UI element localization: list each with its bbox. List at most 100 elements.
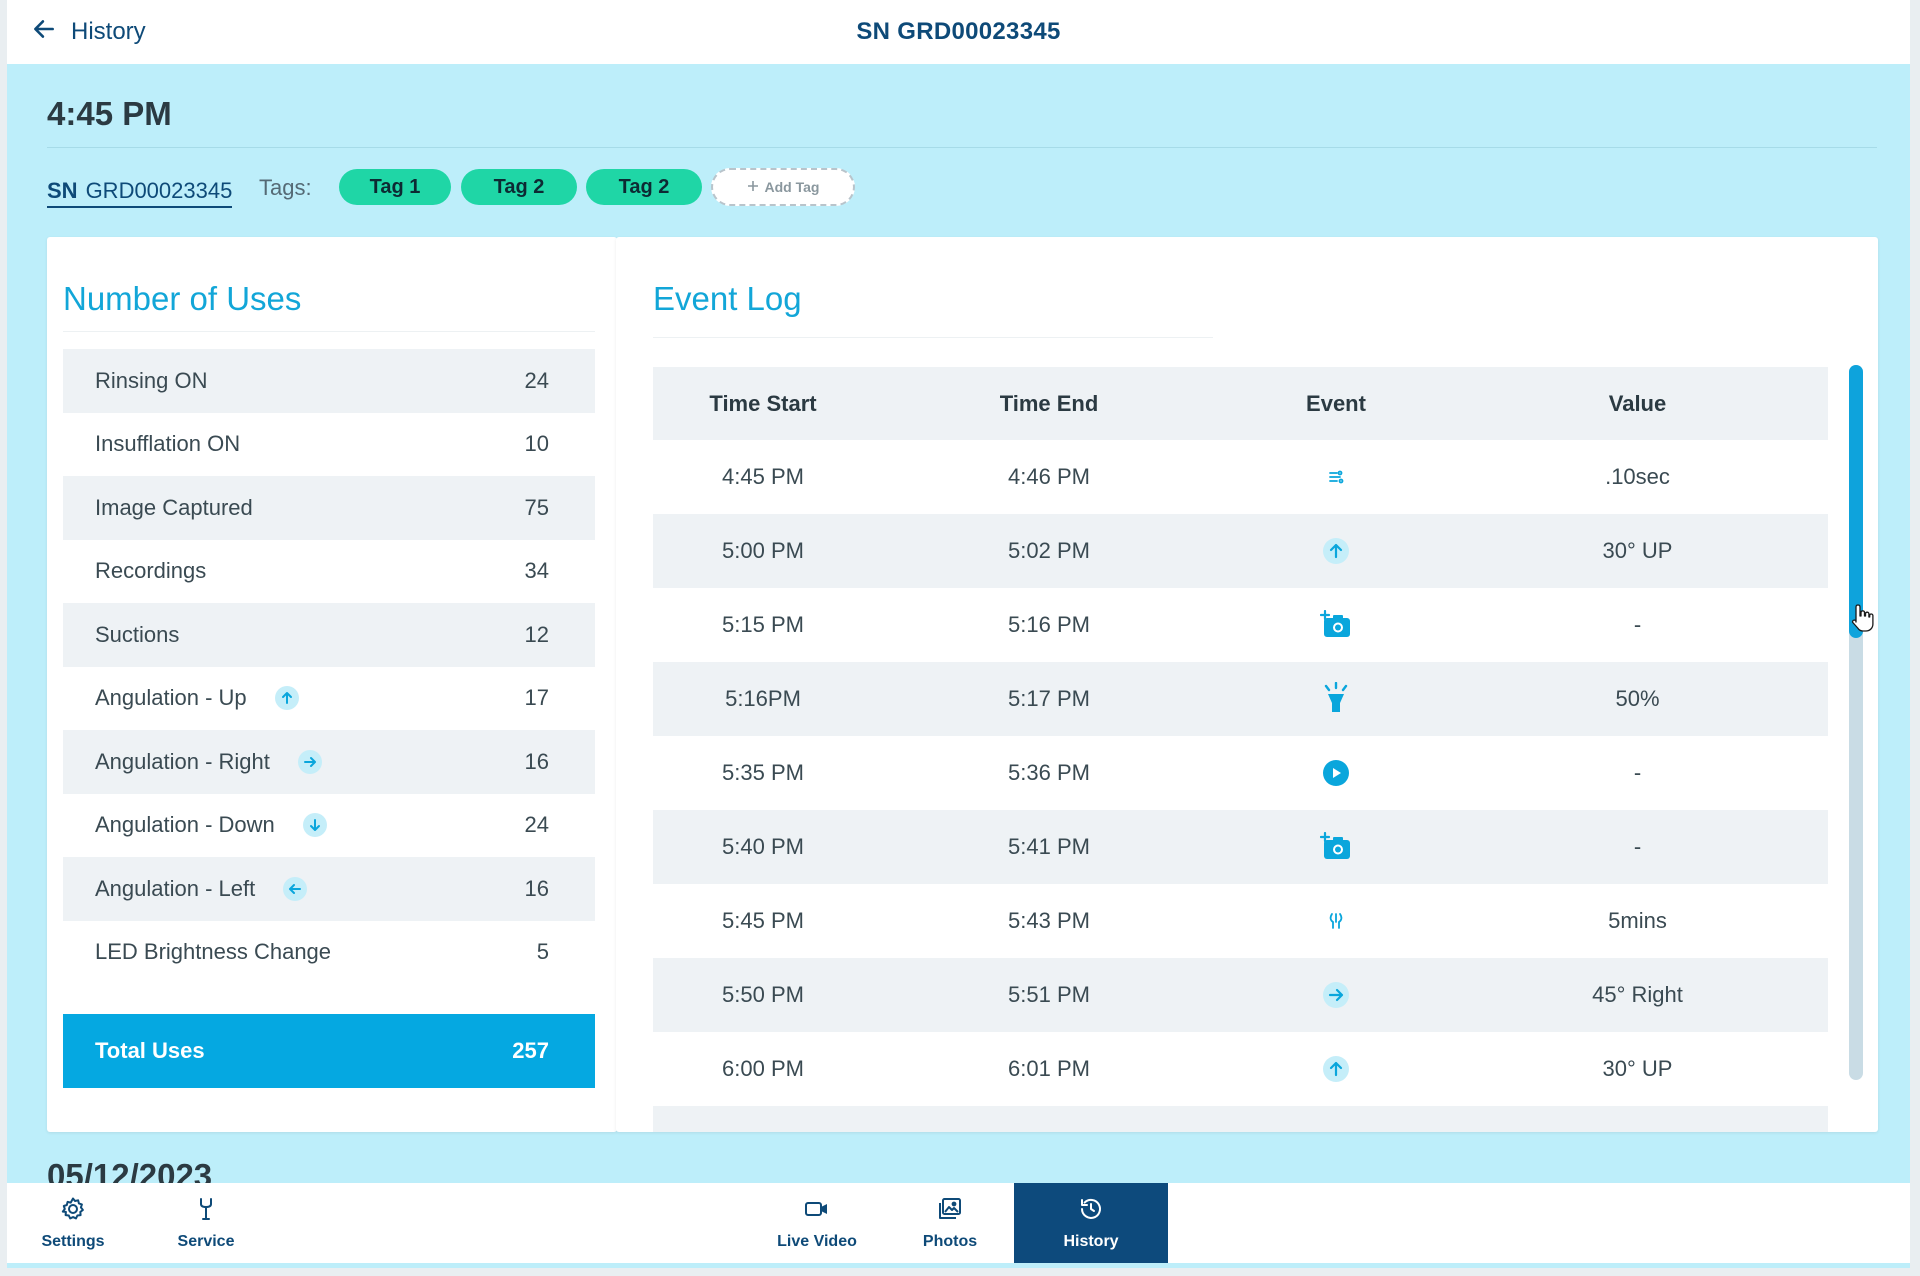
nav-history[interactable]: History (1014, 1183, 1168, 1263)
use-count: 16 (524, 748, 549, 774)
camera-add-icon (1225, 832, 1447, 862)
value-cell: - (1633, 760, 1642, 785)
list-item: Image Captured 75 (63, 476, 595, 540)
camera-add-icon (1225, 610, 1447, 640)
time-end-cell: 5:36 PM (1008, 760, 1090, 785)
time-start-cell: 6:00 PM (722, 1056, 804, 1081)
list-item: Insufflation ON 10 (63, 413, 595, 477)
event-table: Time Start Time End Event Value 4:45 PM … (653, 367, 1828, 1132)
total-uses-row: Total Uses 257 (63, 1014, 595, 1088)
tags-label: Tags: (259, 175, 312, 200)
arrow-left-icon (31, 16, 57, 49)
use-label-wrap: Angulation - Right (95, 749, 322, 775)
tag-chip[interactable]: Tag 2 (586, 169, 702, 205)
title-divider (63, 331, 595, 332)
table-body: 4:45 PM 4:46 PM .10sec 5:00 PM 5:02 PM 3… (653, 440, 1828, 1132)
use-label: Suctions (95, 621, 180, 647)
photos-icon (937, 1196, 963, 1227)
use-label-wrap: Angulation - Down (95, 812, 327, 838)
use-count: 5 (536, 939, 549, 965)
total-value: 257 (512, 1038, 549, 1063)
top-bar: History SN GRD00023345 (7, 0, 1910, 64)
time-end-cell: 5:16 PM (1008, 612, 1090, 637)
column-header: Value (1608, 390, 1667, 416)
history-icon (1078, 1196, 1104, 1227)
nav-settings[interactable]: Settings (13, 1183, 133, 1263)
value-cell: 50% (1615, 686, 1660, 711)
event-log-scrollbar[interactable] (1849, 365, 1863, 1080)
list-item: Angulation - Right 16 (63, 730, 595, 794)
suction-icon (1225, 912, 1447, 930)
table-row[interactable]: 5:45 PM 5:43 PM 5mins (653, 884, 1828, 958)
use-count: 34 (524, 558, 549, 584)
list-item: Angulation - Up 17 (63, 667, 595, 731)
back-label: History (71, 18, 146, 45)
serial-number-link[interactable]: SN GRD00023345 (47, 178, 233, 208)
table-row[interactable]: 6:00 PM 6:01 PM 30° UP (653, 1032, 1828, 1106)
time-start-cell: 4:45 PM (722, 464, 804, 489)
time-start-cell: 5:50 PM (722, 982, 804, 1007)
time-end-cell: 4:46 PM (1008, 464, 1090, 489)
nav-photos[interactable]: Photos (890, 1183, 1010, 1263)
table-row[interactable]: 4:45 PM 4:46 PM .10sec (653, 440, 1828, 514)
uses-list: Rinsing ON 24 Insufflation ON 10 Image C… (63, 349, 595, 984)
table-row[interactable]: 5:16PM 5:17 PM 50% (653, 662, 1828, 736)
value-cell: 5mins (1608, 908, 1667, 933)
nav-label: Photos (922, 1232, 978, 1250)
list-item: Recordings 34 (63, 540, 595, 604)
total-label: Total Uses (95, 1038, 205, 1063)
nav-label: Service (177, 1232, 235, 1250)
nav-service[interactable]: Service (146, 1183, 266, 1263)
led-brightness-icon (1225, 682, 1447, 716)
table-row[interactable]: 5:50 PM 5:51 PM 45° Right (653, 958, 1828, 1032)
time-end-cell: 6:01 PM (1008, 1056, 1090, 1081)
nav-live-video[interactable]: Live Video (757, 1183, 877, 1263)
scrollbar-thumb[interactable] (1849, 365, 1863, 638)
table-row[interactable]: 5:40 PM 5:41 PM - (653, 810, 1828, 884)
use-count: 17 (524, 685, 549, 711)
use-count: 10 (524, 431, 549, 457)
nav-label: Settings (41, 1232, 105, 1250)
gear-icon (60, 1196, 86, 1227)
time-start-cell: 5:15 PM (722, 612, 804, 637)
header-divider (47, 147, 1877, 148)
use-label: Angulation - Down (95, 812, 275, 838)
use-count: 12 (524, 621, 549, 647)
use-count: 16 (524, 875, 549, 901)
use-count: 24 (524, 367, 549, 393)
table-row-partial (653, 1106, 1828, 1132)
tag-chip[interactable]: Tag 1 (339, 169, 451, 205)
time-end-cell: 5:43 PM (1008, 908, 1090, 933)
time-start-cell: 5:45 PM (722, 908, 804, 933)
time-end-cell: 5:41 PM (1008, 834, 1090, 859)
use-label: Recordings (95, 558, 207, 584)
wrench-icon (193, 1196, 219, 1227)
arrow-up-icon (1225, 537, 1447, 565)
table-row[interactable]: 5:15 PM 5:16 PM - (653, 588, 1828, 662)
arrow-up-icon (274, 686, 299, 711)
plus-icon (747, 179, 759, 195)
column-header: Time End (999, 390, 1099, 416)
session-time: 4:45 PM (47, 95, 172, 132)
back-button[interactable]: History (31, 16, 146, 48)
tag-chip[interactable]: Tag 2 (461, 169, 577, 205)
arrow-left-icon (283, 876, 308, 901)
use-count: 75 (524, 494, 549, 520)
use-label-wrap: Angulation - Left (95, 876, 308, 902)
table-row[interactable]: 5:00 PM 5:02 PM 30° UP (653, 514, 1828, 588)
event-log-card: Event Log Time Start Time End Event Valu… (616, 237, 1878, 1132)
time-start-cell: 5:35 PM (722, 760, 804, 785)
table-row[interactable]: 5:35 PM 5:36 PM - (653, 736, 1828, 810)
hand-cursor-icon (1851, 604, 1874, 632)
use-label-wrap: Angulation - Up (95, 685, 299, 711)
time-end-cell: 5:51 PM (1008, 982, 1090, 1007)
time-start-cell: 5:00 PM (722, 538, 804, 563)
time-end-cell: 5:02 PM (1008, 538, 1090, 563)
time-end-cell: 5:17 PM (1008, 686, 1090, 711)
use-count: 24 (524, 812, 549, 838)
nav-label: Live Video (777, 1232, 857, 1250)
table-header: Time Start Time End Event Value (653, 367, 1828, 440)
arrow-right-icon (297, 749, 322, 774)
time-start-cell: 5:40 PM (722, 834, 804, 859)
add-tag-button[interactable]: Add Tag (711, 168, 855, 206)
